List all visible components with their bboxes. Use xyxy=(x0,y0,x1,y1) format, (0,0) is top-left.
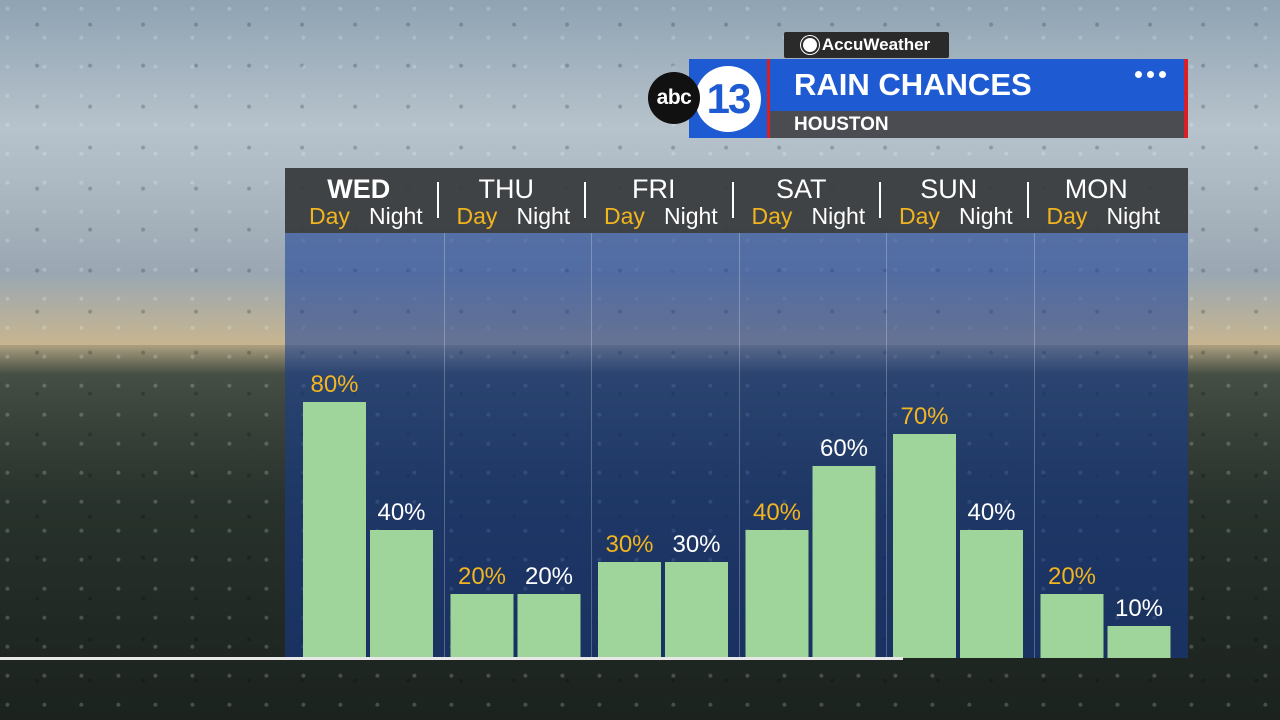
header-separator xyxy=(436,182,439,218)
page-title: RAIN CHANCES xyxy=(794,67,1032,102)
value-label-mon-night: 10% xyxy=(1115,595,1163,622)
rain-chance-chart: 80% 40% 20% 20% 30% 30% 40% 60% 70% 40% 20% 10% xyxy=(303,371,1171,658)
day-name-mon: MON xyxy=(1064,174,1128,204)
bar-sun-day xyxy=(893,434,956,658)
sun-icon xyxy=(802,38,817,52)
channel-number: 13 xyxy=(706,74,752,122)
channel-logo: 13 xyxy=(689,59,770,138)
column-divider xyxy=(886,233,887,658)
provider-name: AccuWeather xyxy=(821,35,931,54)
bar-thu-day xyxy=(450,594,514,658)
header-separator xyxy=(731,182,734,218)
value-label-thu-night: 20% xyxy=(525,563,573,590)
bar-sat-day xyxy=(745,530,809,658)
bar-sat-night xyxy=(812,466,876,658)
network-name: abc xyxy=(656,86,692,109)
value-label-sun-night: 40% xyxy=(967,499,1015,526)
chart-header xyxy=(285,168,1188,233)
value-label-wed-night: 40% xyxy=(377,499,425,526)
abc-logo: abc xyxy=(648,72,700,124)
value-label-wed-day: 80% xyxy=(310,371,358,398)
accent-edge xyxy=(1184,59,1188,138)
day-sublabel: Day xyxy=(899,203,940,229)
day-sublabel: Day xyxy=(456,203,498,229)
night-sublabel: Night xyxy=(811,203,866,229)
column-divider xyxy=(738,233,740,658)
accuweather-badge: AccuWeather xyxy=(784,32,949,58)
bar-wed-day xyxy=(303,402,366,658)
chart-baseline xyxy=(0,657,903,660)
day-sublabel: Day xyxy=(604,203,645,229)
value-label-sat-day: 40% xyxy=(753,499,801,526)
day-sublabel: Day xyxy=(1046,203,1088,229)
header-separator xyxy=(879,182,881,218)
night-sublabel: Night xyxy=(1106,203,1161,229)
value-label-sat-night: 60% xyxy=(820,435,868,462)
bar-fri-day xyxy=(598,562,661,658)
column-divider xyxy=(591,233,592,658)
day-name-fri: FRI xyxy=(632,174,676,204)
day-name-sun: SUN xyxy=(920,174,978,204)
header-separator xyxy=(584,182,586,218)
value-label-thu-day: 20% xyxy=(458,563,506,590)
more-dots-icon xyxy=(1135,71,1166,78)
value-label-fri-day: 30% xyxy=(605,531,653,558)
night-sublabel: Night xyxy=(959,203,1013,229)
title-bar: RAIN CHANCES xyxy=(770,59,1184,111)
column-divider xyxy=(1033,233,1035,658)
bar-fri-night xyxy=(665,562,728,658)
header-separator xyxy=(1026,182,1029,218)
value-label-mon-day: 20% xyxy=(1048,563,1096,590)
bar-mon-night xyxy=(1107,626,1171,658)
day-sublabel: Day xyxy=(309,203,350,229)
night-sublabel: Night xyxy=(664,203,718,229)
chart-panel: WED Day Night THU Day Night FRI Day Night SAT Day N… xyxy=(285,168,1188,660)
day-sublabel: Day xyxy=(751,203,793,229)
location-label: HOUSTON xyxy=(794,113,889,135)
chart-body xyxy=(285,233,1188,658)
day-name-wed: WED xyxy=(327,174,391,204)
location-bar: HOUSTON xyxy=(770,111,1184,138)
value-label-sun-day: 70% xyxy=(900,403,948,430)
night-sublabel: Night xyxy=(516,203,571,229)
day-name-sat: SAT xyxy=(775,174,827,204)
day-name-thu: THU xyxy=(478,174,535,204)
value-label-fri-night: 30% xyxy=(672,531,720,558)
bar-thu-night xyxy=(517,594,581,658)
bar-wed-night xyxy=(370,530,433,658)
bar-sun-night xyxy=(960,530,1023,658)
channel-disc: 13 xyxy=(695,65,761,132)
column-divider xyxy=(443,233,445,658)
night-sublabel: Night xyxy=(369,203,423,229)
bar-mon-day xyxy=(1040,594,1104,658)
